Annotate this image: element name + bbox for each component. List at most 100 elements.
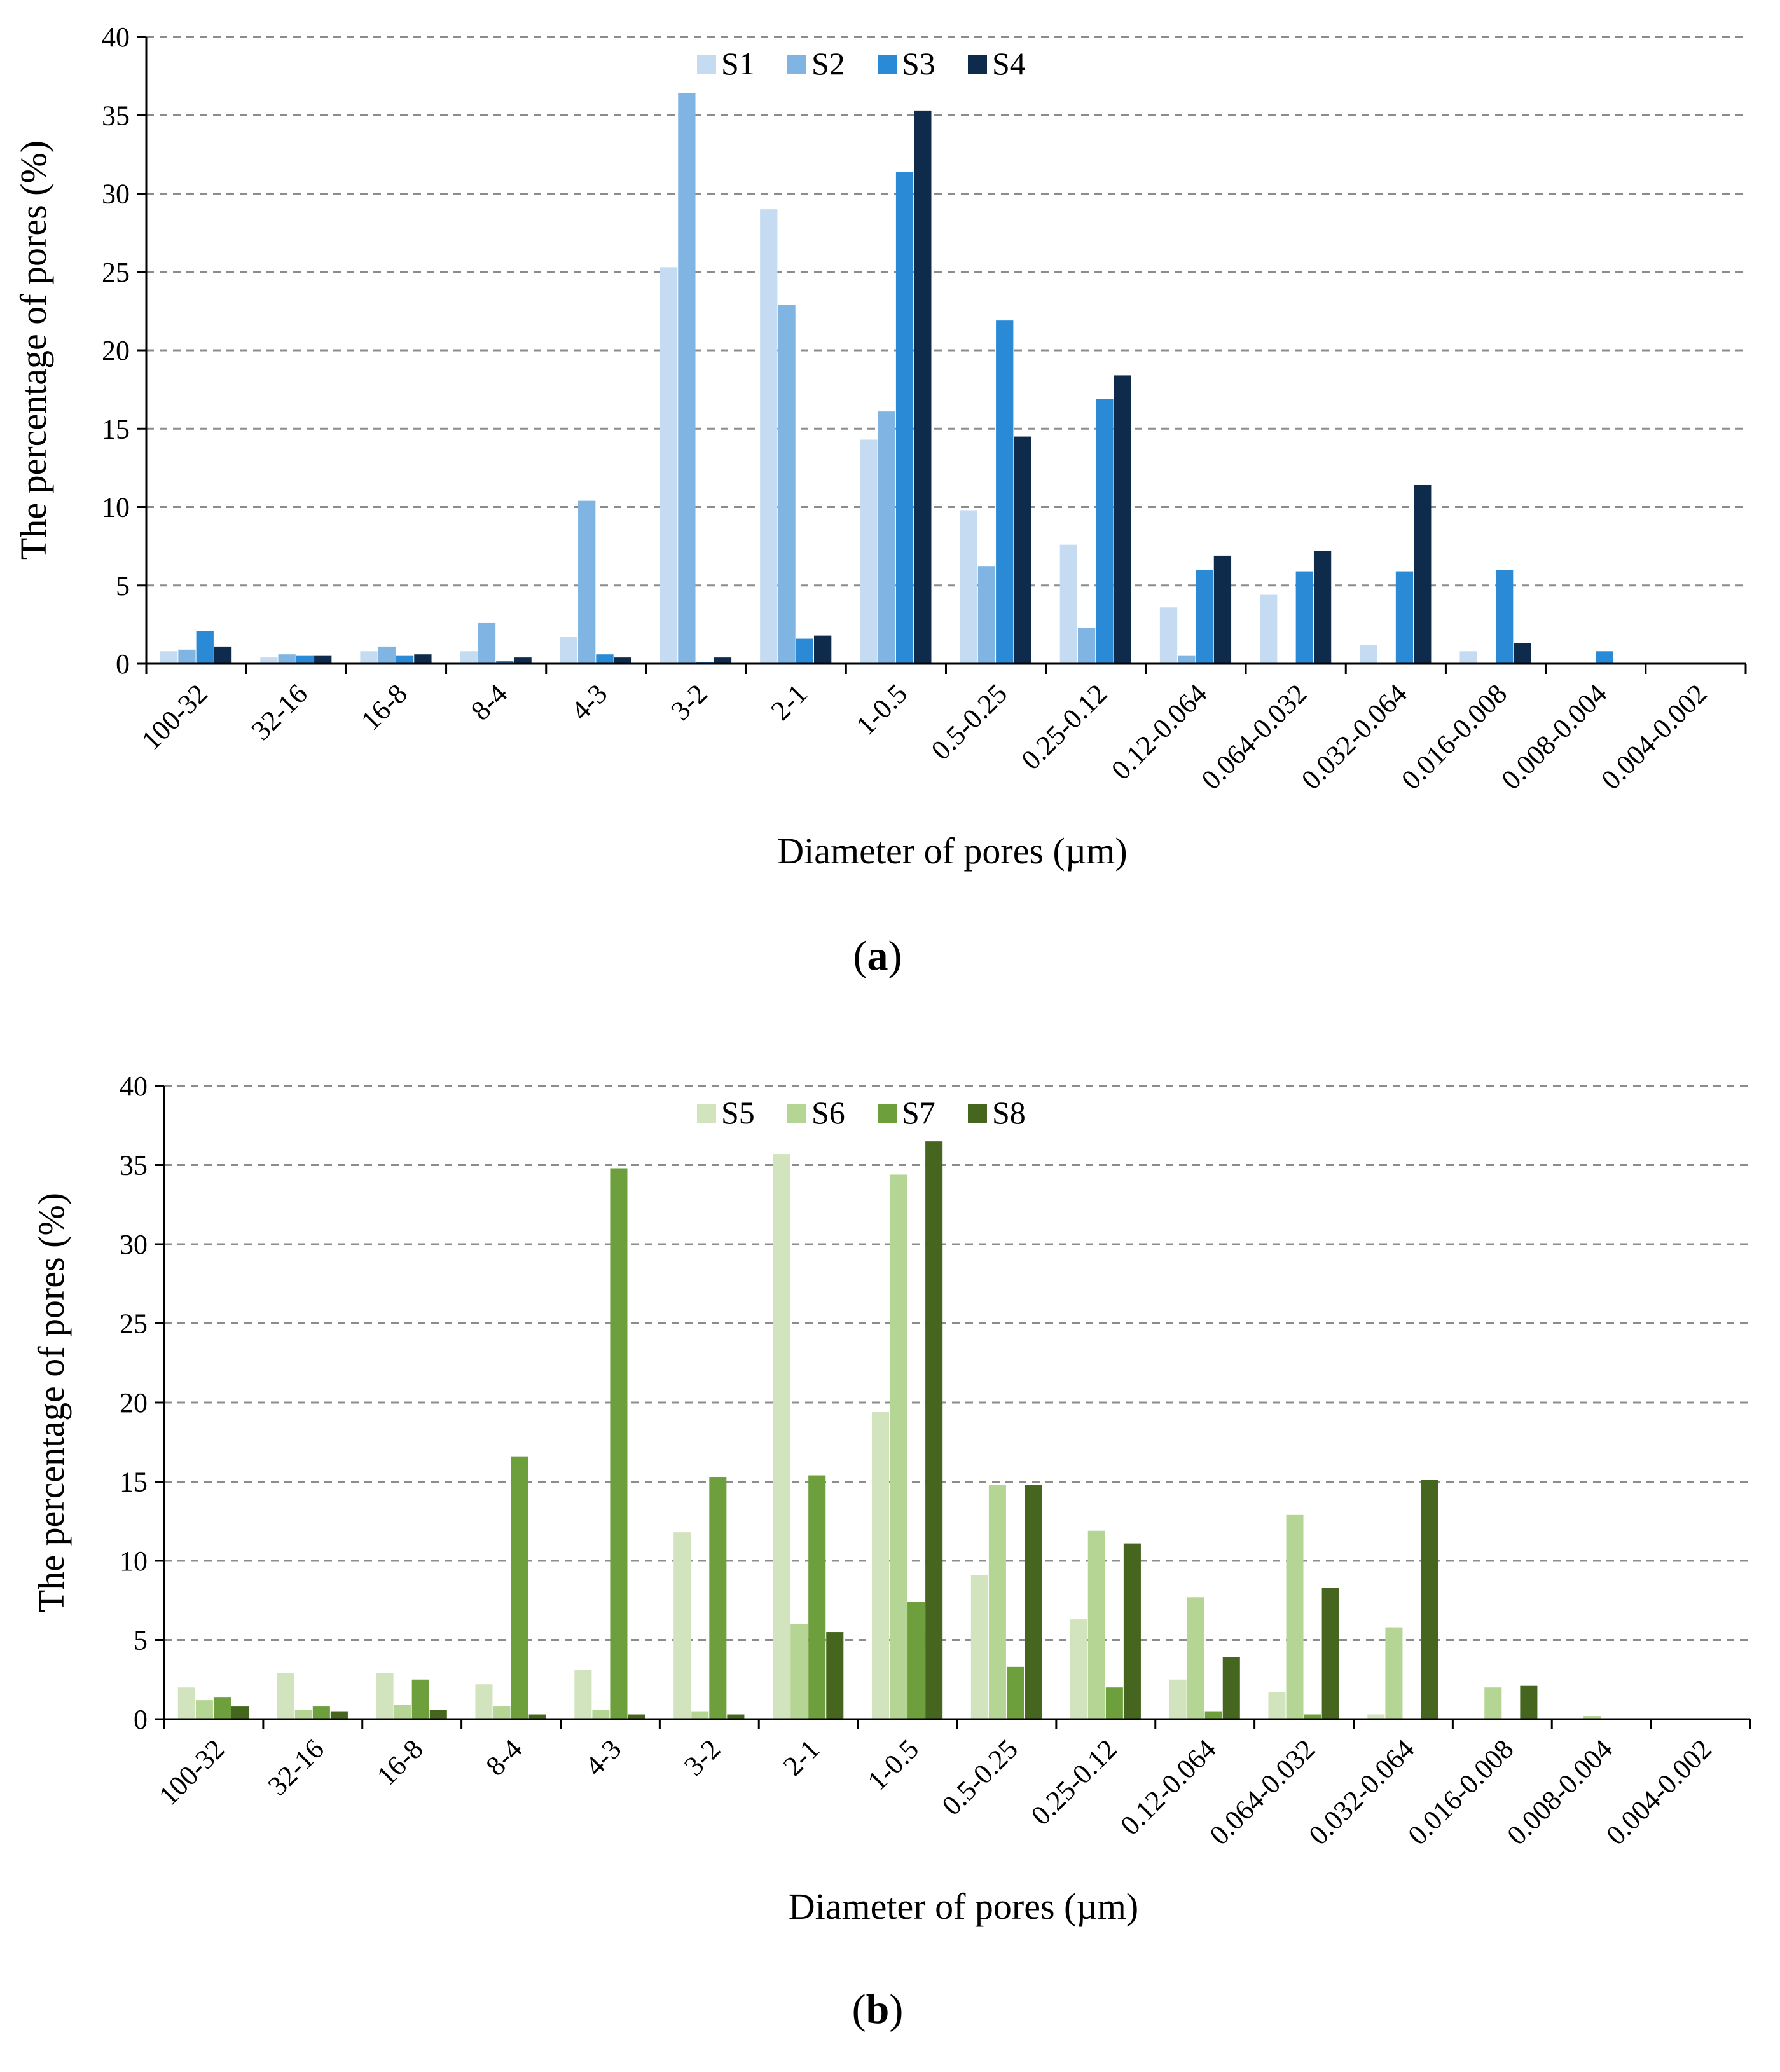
bar-s7-0.12-0.064 <box>1204 1711 1222 1719</box>
bar-s6-1-0.5 <box>890 1174 907 1719</box>
bar-s7-0.064-0.032 <box>1304 1714 1321 1719</box>
bar-s1-16-8 <box>360 651 378 664</box>
legend-swatch-s4 <box>968 55 987 74</box>
legend-label-s8: S8 <box>992 1095 1026 1130</box>
legend-label-s5: S5 <box>721 1095 755 1130</box>
bar-s4-3-2 <box>714 657 732 664</box>
bar-s4-0.25-0.12 <box>1114 375 1131 664</box>
bar-s6-16-8 <box>394 1705 411 1719</box>
bar-s1-1-0.5 <box>860 439 878 664</box>
legend-label-s6: S6 <box>811 1095 845 1130</box>
x-tick-label: 0.064-0.032 <box>1196 678 1313 795</box>
bar-s3-0.032-0.064 <box>1395 571 1414 664</box>
legend-swatch-s5 <box>697 1104 716 1123</box>
bar-s6-0.008-0.004 <box>1583 1716 1601 1719</box>
bar-s8-32-16 <box>330 1711 348 1719</box>
x-tick-label: 8-4 <box>465 678 513 726</box>
bar-s5-1-0.5 <box>871 1411 890 1719</box>
bar-s3-2-1 <box>796 638 814 664</box>
y-tick-label: 5 <box>116 570 130 601</box>
y-tick-label: 30 <box>102 179 130 210</box>
x-tick-label: 1-0.5 <box>850 678 913 741</box>
bar-s6-32-16 <box>294 1710 312 1719</box>
x-tick-label: 3-2 <box>678 1733 726 1781</box>
bar-s5-0.25-0.12 <box>1070 1619 1087 1719</box>
y-tick-label: 35 <box>102 100 130 131</box>
bar-s5-32-16 <box>277 1673 294 1719</box>
y-tick-label: 35 <box>120 1150 148 1181</box>
x-tick-label: 8-4 <box>480 1733 528 1781</box>
bar-s2-4-3 <box>578 500 596 664</box>
bar-s1-0.5-0.25 <box>960 510 977 664</box>
legend-label-s7: S7 <box>902 1095 935 1130</box>
bar-s2-0.12-0.064 <box>1178 655 1196 664</box>
y-tick-label: 10 <box>120 1546 148 1577</box>
bar-s4-0.016-0.008 <box>1514 643 1531 664</box>
bar-s6-0.12-0.064 <box>1187 1597 1204 1719</box>
bar-s8-4-3 <box>628 1714 645 1719</box>
bar-s4-0.032-0.064 <box>1414 484 1432 664</box>
bar-s2-2-1 <box>778 305 796 664</box>
x-tick-label: 32-16 <box>245 678 314 746</box>
panel-label: (a) <box>853 933 902 979</box>
bar-s6-8-4 <box>493 1706 511 1719</box>
panel-label: (b) <box>852 1986 904 2033</box>
legend-label-s3: S3 <box>902 46 935 81</box>
x-tick-label: 0.25-0.12 <box>1025 1733 1123 1831</box>
bar-s3-32-16 <box>296 655 314 664</box>
bar-s6-0.016-0.008 <box>1484 1687 1502 1719</box>
bar-s7-4-3 <box>610 1168 628 1719</box>
y-axis-title: The percentage of pores (%) <box>13 141 54 560</box>
x-axis-title: Diameter of pores (µm) <box>789 1886 1138 1927</box>
x-tick-label: 0.004-0.002 <box>1600 1733 1718 1851</box>
x-tick-label: 0.032-0.064 <box>1302 1733 1420 1851</box>
bar-s6-3-2 <box>691 1711 709 1719</box>
bar-s3-0.008-0.004 <box>1596 651 1613 664</box>
x-tick-label: 0.008-0.004 <box>1495 678 1613 795</box>
panel-letter: b <box>866 1986 890 2033</box>
bar-s4-16-8 <box>414 654 432 664</box>
bar-s6-4-3 <box>592 1710 610 1719</box>
bar-s3-8-4 <box>496 661 514 664</box>
x-tick-label: 3-2 <box>665 678 713 726</box>
bar-s7-2-1 <box>808 1475 826 1719</box>
bar-s1-100-32 <box>160 651 178 664</box>
bar-s5-100-32 <box>177 1687 195 1719</box>
x-tick-label: 0.12-0.064 <box>1105 678 1213 785</box>
y-tick-label: 20 <box>102 335 130 366</box>
x-tick-label: 0.5-0.25 <box>936 1733 1024 1821</box>
legend: S1 S2 S3 S4 <box>697 46 1026 81</box>
bar-s6-0.5-0.25 <box>988 1485 1006 1719</box>
bar-s8-100-32 <box>231 1706 249 1719</box>
bar-s7-1-0.5 <box>907 1602 925 1719</box>
bar-s4-1-0.5 <box>914 110 932 664</box>
y-tick-label: 25 <box>102 257 130 288</box>
y-tick-label: 25 <box>120 1308 148 1340</box>
y-tick-label: 0 <box>116 648 130 680</box>
bar-s4-0.5-0.25 <box>1014 436 1031 664</box>
bar-s5-4-3 <box>574 1670 592 1719</box>
bar-s7-16-8 <box>411 1679 429 1719</box>
bar-s6-2-1 <box>790 1624 808 1719</box>
x-tick-label: 0.016-0.008 <box>1402 1733 1519 1851</box>
y-tick-label: 40 <box>102 22 130 53</box>
bar-s5-3-2 <box>673 1532 691 1719</box>
x-tick-label: 16-8 <box>371 1733 429 1792</box>
bar-s4-0.12-0.064 <box>1213 555 1232 664</box>
x-tick-label: 0.12-0.064 <box>1114 1733 1222 1841</box>
bar-s1-4-3 <box>560 637 578 664</box>
bar-s6-0.064-0.032 <box>1286 1514 1304 1719</box>
x-tick-label: 4-3 <box>579 1733 627 1781</box>
legend-label-s2: S2 <box>811 46 845 81</box>
legend-swatch-s6 <box>787 1104 806 1123</box>
y-tick-label: 15 <box>120 1467 148 1498</box>
y-tick-label: 30 <box>120 1229 148 1260</box>
panel-letter: a <box>867 933 888 979</box>
legend-swatch-s7 <box>878 1104 897 1123</box>
x-tick-label: 0.016-0.008 <box>1395 678 1513 795</box>
bar-s4-0.064-0.032 <box>1313 551 1332 664</box>
bar-s2-0.5-0.25 <box>977 566 996 664</box>
bar-s3-0.016-0.008 <box>1496 570 1514 664</box>
y-tick-label: 0 <box>134 1704 148 1735</box>
x-tick-label: 2-1 <box>765 678 813 726</box>
